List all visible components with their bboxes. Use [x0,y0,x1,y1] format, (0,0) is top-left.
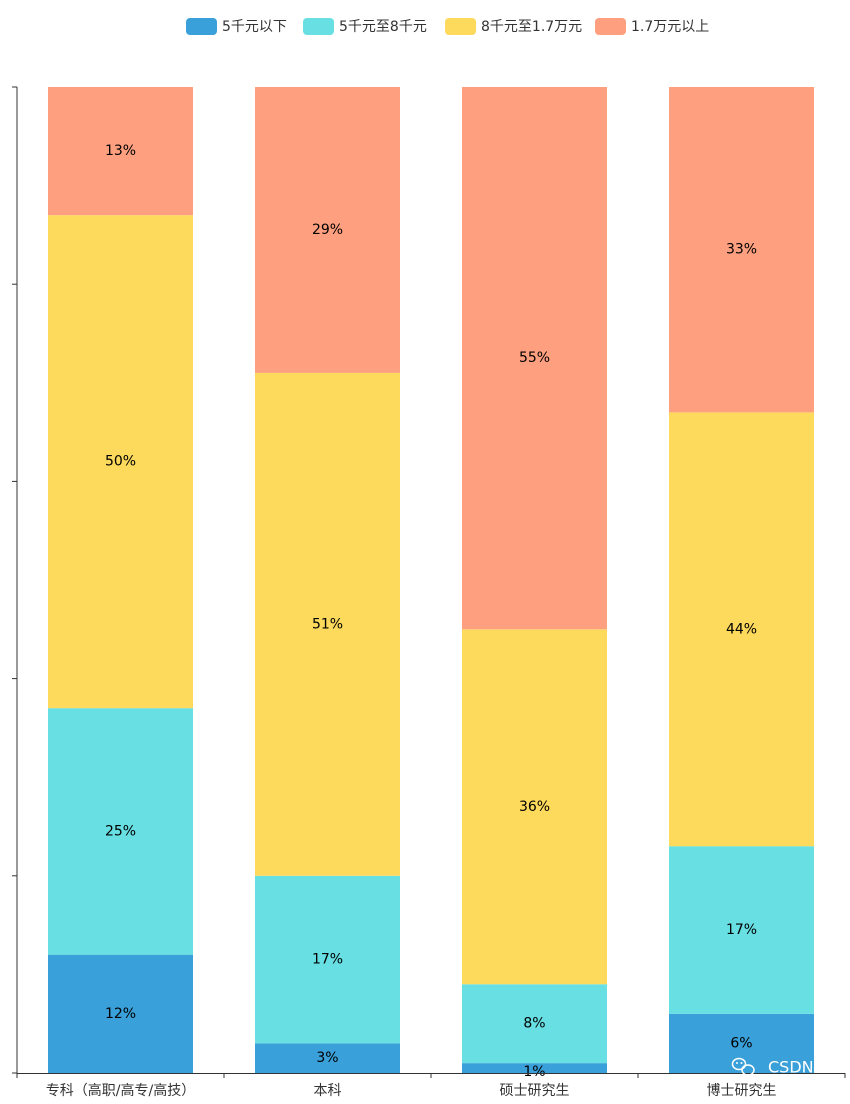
legend-item[interactable]: 5千元至8千元 [303,18,427,35]
legend-item[interactable]: 5千元以下 [186,18,287,35]
data-label: 6% [730,1035,752,1051]
data-label: 3% [316,1050,338,1066]
bar-segment[interactable] [669,412,814,847]
bar-segment[interactable] [48,954,193,1073]
category-label: 博士研究生 [707,1082,777,1099]
data-label: 36% [519,799,550,815]
legend-swatch [595,18,626,35]
data-label: 8% [523,1016,545,1032]
data-label: 17% [726,922,757,938]
data-label: 51% [312,616,343,632]
bar-segment[interactable] [255,372,400,876]
data-label: 1% [523,1064,545,1080]
bars: 12% 25% 50% 13% 3% 17% 51% 29% 1% 8% 36% 55% 6% 17% 44… [48,87,814,1080]
data-label: 13% [105,143,136,159]
bar-segment[interactable] [255,875,400,1044]
bar-segment[interactable] [669,846,814,1014]
data-label: 29% [312,222,343,238]
bar-segment[interactable] [48,215,193,709]
axes [12,86,846,1078]
bar-segment[interactable] [48,708,193,955]
data-label: 17% [312,952,343,968]
bar-segment[interactable] [462,984,607,1064]
legend-swatch [445,18,476,35]
data-label: 25% [105,823,136,839]
bar-segment[interactable] [48,87,193,216]
watermark-text: CSDN [768,1058,814,1077]
wechat-icon [731,1057,755,1076]
bar-segment[interactable] [255,1043,400,1073]
category-labels: 专科（高职/高专/高技） 本科 硕士研究生 博士研究生 [46,1082,777,1099]
legend-label: 1.7万元以上 [631,19,709,35]
bar-segment[interactable] [255,87,400,373]
legend-label: 8千元至1.7万元 [481,19,582,35]
bar-segment[interactable] [462,1063,607,1073]
bar-segment[interactable] [462,629,607,985]
legend-label: 5千元以下 [222,19,287,35]
data-label: 44% [726,621,757,637]
data-label: 12% [105,1006,136,1022]
legend-swatch [303,18,334,35]
legend-swatch [186,18,217,35]
legend-label: 5千元至8千元 [339,19,427,35]
category-label: 专科（高职/高专/高技） [46,1082,195,1099]
watermark: CSDN [731,1057,814,1077]
category-label: 硕士研究生 [500,1083,570,1099]
data-label: 50% [105,454,136,470]
legend-item[interactable]: 1.7万元以上 [595,18,709,35]
data-label: 33% [726,242,757,258]
legend-item[interactable]: 8千元至1.7万元 [445,18,582,35]
bar-segment[interactable] [669,87,814,413]
category-label: 本科 [314,1083,342,1099]
bar-segment[interactable] [462,87,607,630]
legend: 5千元以下 5千元至8千元 8千元至1.7万元 1.7万元以上 [186,18,709,35]
data-label: 55% [519,350,550,366]
